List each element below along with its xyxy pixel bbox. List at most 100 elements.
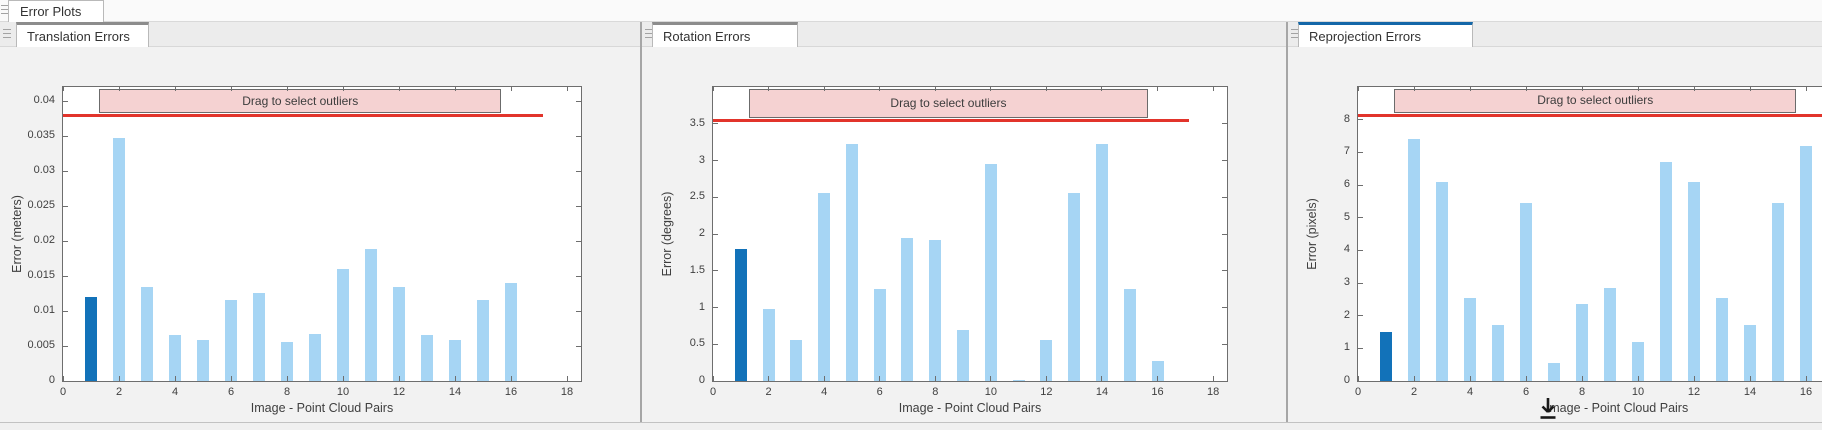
y-tick-right: [1222, 196, 1227, 198]
bar[interactable]: [113, 138, 125, 381]
tab-translation-errors[interactable]: Translation Errors: [16, 22, 149, 47]
tab-reprojection-errors[interactable]: Reprojection Errors: [1298, 22, 1473, 47]
x-tick-top: [454, 87, 456, 91]
x-tick-label: 10: [1631, 386, 1645, 398]
bar[interactable]: [309, 334, 321, 381]
bar[interactable]: [984, 164, 997, 381]
bar[interactable]: [1520, 202, 1532, 381]
x-tick: [1805, 376, 1807, 381]
drag-grip-icon[interactable]: [3, 29, 11, 40]
x-tick-label: 12: [1040, 386, 1053, 398]
bar[interactable]: [1576, 304, 1588, 381]
bar[interactable]: [901, 237, 914, 381]
bar[interactable]: [845, 144, 858, 381]
bar-selected[interactable]: [85, 297, 97, 381]
x-tick-top: [342, 87, 344, 91]
x-tick: [1637, 376, 1639, 381]
tab-translation-errors-label: Translation Errors: [27, 28, 130, 44]
x-tick: [62, 376, 64, 381]
bar[interactable]: [1040, 339, 1053, 381]
bar[interactable]: [1123, 289, 1136, 381]
bar-selected[interactable]: [1380, 332, 1392, 381]
x-tick-top: [1469, 87, 1471, 91]
bar[interactable]: [449, 340, 461, 381]
panel-splitter[interactable]: [640, 22, 642, 422]
bar[interactable]: [1632, 341, 1644, 381]
bar[interactable]: [393, 286, 405, 381]
x-tick: [934, 376, 936, 381]
bar[interactable]: [1408, 139, 1420, 381]
y-tick-label: 3.5: [689, 116, 705, 129]
bar[interactable]: [1436, 181, 1448, 381]
drag-grip-icon[interactable]: [1291, 29, 1299, 40]
bar[interactable]: [253, 292, 265, 381]
scroll-down-arrow-icon[interactable]: [1537, 396, 1559, 427]
outlier-drag-band[interactable]: Drag to select outliers: [99, 89, 502, 113]
drag-grip-icon[interactable]: [645, 29, 653, 40]
bar[interactable]: [477, 299, 489, 381]
bar[interactable]: [1800, 145, 1812, 381]
x-tick-top: [934, 87, 936, 91]
y-tick-label: 0.02: [33, 234, 55, 246]
bar[interactable]: [197, 340, 209, 381]
x-tick: [990, 376, 992, 381]
bar[interactable]: [1151, 361, 1164, 381]
y-tick: [1358, 184, 1363, 186]
y-tick-label: 0.015: [27, 269, 55, 281]
bar[interactable]: [1772, 202, 1784, 381]
y-tick-right: [576, 240, 581, 242]
x-axis-label: Image - Point Cloud Pairs: [1545, 401, 1689, 415]
y-tick: [713, 343, 718, 345]
bar[interactable]: [1744, 325, 1756, 381]
panel-splitter[interactable]: [1286, 22, 1288, 422]
bar[interactable]: [421, 334, 433, 381]
tab-rotation-errors[interactable]: Rotation Errors: [652, 22, 798, 47]
y-tick: [1358, 217, 1363, 219]
bar[interactable]: [505, 283, 517, 381]
x-tick-label: 18: [1206, 386, 1220, 398]
bar[interactable]: [1716, 297, 1728, 381]
x-tick-label: 16: [504, 386, 518, 398]
bar[interactable]: [1464, 297, 1476, 381]
bar[interactable]: [1095, 144, 1108, 381]
outlier-band-label: Drag to select outliers: [242, 94, 359, 108]
bar[interactable]: [1604, 287, 1616, 381]
x-tick: [342, 376, 344, 381]
x-tick: [566, 376, 568, 381]
bar[interactable]: [873, 289, 886, 381]
y-tick: [713, 380, 718, 382]
bar[interactable]: [818, 192, 831, 381]
bar[interactable]: [141, 286, 153, 381]
bar[interactable]: [1688, 181, 1700, 381]
bar[interactable]: [337, 269, 349, 381]
outlier-drag-band[interactable]: Drag to select outliers: [749, 89, 1148, 119]
y-tick: [63, 345, 68, 347]
bar[interactable]: [929, 239, 942, 381]
bar[interactable]: [762, 308, 775, 381]
x-tick: [286, 376, 288, 381]
bar-selected[interactable]: [734, 248, 747, 381]
bar[interactable]: [1492, 325, 1504, 381]
bar[interactable]: [225, 299, 237, 381]
bar[interactable]: [1012, 379, 1025, 381]
reprojection-tabbar: Reprojection Errors: [1288, 22, 1822, 47]
bar[interactable]: [1660, 162, 1672, 381]
drag-grip-icon[interactable]: [1, 5, 9, 16]
bar[interactable]: [790, 339, 803, 381]
bar[interactable]: [957, 329, 970, 381]
y-tick-label: 2.5: [689, 190, 705, 203]
x-tick: [174, 376, 176, 381]
status-strip: [0, 422, 1822, 430]
bar[interactable]: [281, 341, 293, 381]
x-tick-label: 6: [876, 386, 883, 398]
x-tick-label: 8: [1578, 386, 1586, 398]
tab-rotation-errors-label: Rotation Errors: [663, 28, 751, 44]
outlier-drag-band[interactable]: Drag to select outliers: [1394, 89, 1797, 113]
x-tick: [510, 376, 512, 381]
bar[interactable]: [365, 249, 377, 381]
bar[interactable]: [1068, 192, 1081, 381]
bar[interactable]: [169, 334, 181, 381]
bar[interactable]: [1548, 363, 1560, 381]
tab-error-plots[interactable]: Error Plots: [8, 0, 104, 22]
x-tick: [768, 376, 770, 381]
